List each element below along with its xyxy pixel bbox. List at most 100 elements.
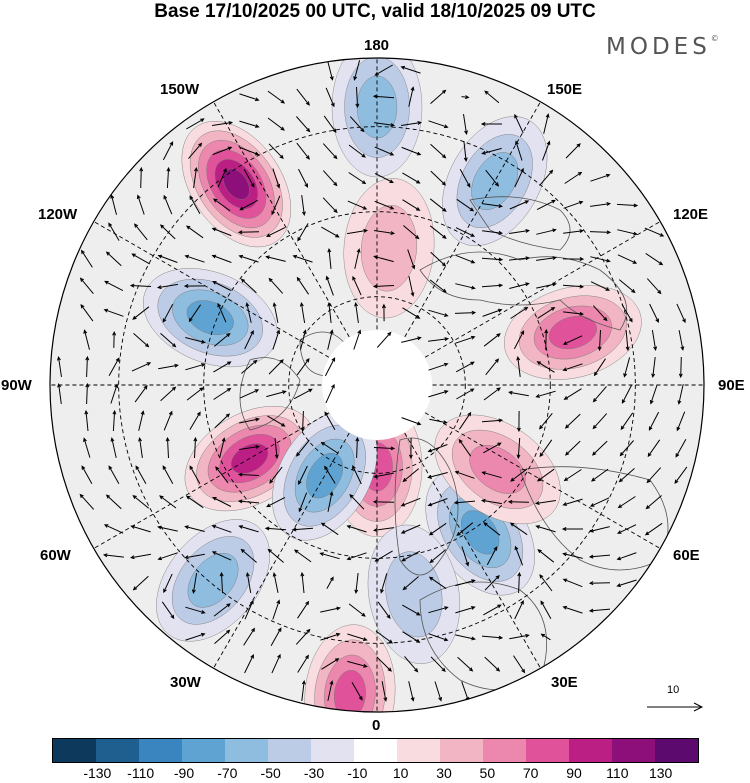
wind-arrow [456, 388, 475, 400]
wind-arrow [213, 361, 232, 373]
wind-arrow [535, 525, 556, 533]
wind-arrow [514, 545, 524, 566]
wind-arrow [536, 228, 557, 235]
wind-arrow [297, 600, 310, 619]
wind-arrow [183, 284, 206, 289]
wind-arrow [160, 333, 177, 348]
wind-arrow [621, 304, 633, 323]
wind-arrow [348, 603, 366, 617]
center-pos-7-contour [360, 205, 418, 292]
wind-arrow [161, 601, 175, 620]
wind-arrow [349, 493, 365, 510]
wind-arrow [588, 581, 611, 586]
wind-arrow [517, 571, 522, 594]
brand-name: MODES [606, 34, 711, 60]
wind-arrow [267, 548, 284, 563]
wind-arrow [538, 412, 553, 430]
meridian-line [87, 412, 330, 553]
wind-arrow [214, 413, 231, 429]
wind-arrow [160, 386, 177, 402]
wind-arrow [509, 282, 530, 289]
wind-arrow [129, 283, 152, 288]
wind-arrow [296, 142, 310, 160]
wind-arrow [590, 468, 609, 482]
wind-arrow [80, 303, 94, 322]
colorbar-swatch [397, 739, 440, 762]
wind-arrow [347, 660, 368, 668]
wind-arrow [453, 500, 476, 505]
wind-arrow [351, 682, 363, 701]
wind-arrow [268, 143, 284, 160]
wind-arrow [105, 494, 122, 510]
wind-arrow [212, 198, 231, 212]
colorbar-swatch [440, 739, 483, 762]
wind-arrow [57, 382, 62, 404]
wind-arrow [159, 224, 176, 240]
map-border [49, 57, 705, 713]
latitude-circle [288, 296, 466, 474]
wind-arrow [539, 574, 553, 592]
wind-arrow [372, 284, 395, 289]
wind-arrow [374, 230, 396, 235]
meridian-line [404, 95, 545, 338]
wind-arrow [157, 254, 178, 263]
colorbar-swatch [182, 739, 225, 762]
wind-arrow [590, 202, 612, 207]
wind-arrow [264, 526, 287, 531]
wind-arrow [162, 141, 174, 161]
wind-arrow [374, 146, 395, 156]
wind-arrow [483, 333, 501, 347]
wind-arrow [377, 601, 391, 620]
wind-arrow [509, 200, 530, 210]
wind-arrow [646, 278, 662, 295]
wind-arrow [402, 307, 421, 319]
wind-arrow [324, 357, 336, 377]
wind-arrow [537, 549, 555, 563]
wind-arrow [588, 608, 611, 613]
wind-arrow [267, 117, 285, 131]
wind-arrow [374, 122, 396, 127]
wind-arrow [592, 305, 608, 322]
wind-arrow [300, 329, 307, 350]
wind-arrow [620, 412, 634, 431]
wind-arrow [184, 254, 205, 263]
wind-arrow [271, 195, 281, 216]
wind-arrow [542, 140, 551, 161]
wind-arrow [429, 418, 448, 425]
brand-mark: © [710, 34, 719, 43]
wind-arrow [132, 494, 150, 509]
wind-arrow [237, 230, 260, 235]
wind-arrow [516, 437, 521, 460]
colorbar-swatch [268, 739, 311, 762]
wind-arrow [484, 574, 500, 591]
wind-arrow [320, 522, 339, 536]
wind-arrow [380, 573, 388, 594]
wind-arrow [429, 198, 447, 212]
wind-arrow [110, 437, 117, 458]
wind-arrow [510, 306, 529, 319]
wind-arrow [509, 522, 528, 536]
wind-arrow [348, 172, 367, 185]
wind-arrow [57, 355, 62, 377]
wind-arrow [103, 308, 124, 317]
wind-arrow [163, 573, 173, 594]
wind-arrow [589, 230, 612, 235]
wind-arrow [543, 113, 550, 134]
colorbar-swatch [569, 739, 612, 762]
wind-arrow [243, 169, 255, 188]
wind-arrow [374, 64, 393, 76]
colorbar-tick-label: 130 [648, 765, 673, 781]
wind-arrow [592, 413, 608, 430]
wind-arrow [480, 498, 502, 505]
wind-arrow [240, 278, 257, 294]
lon-label-0: 0 [372, 717, 381, 734]
wind-arrow [455, 361, 475, 373]
wind-arrow [455, 606, 476, 614]
wind-arrow [617, 254, 638, 264]
wind-arrow [375, 630, 394, 644]
meridian-line [424, 412, 667, 553]
wind-arrow [564, 171, 583, 184]
wind-arrow [138, 436, 143, 458]
wind-arrow [644, 227, 665, 237]
wind-arrow [401, 336, 422, 343]
